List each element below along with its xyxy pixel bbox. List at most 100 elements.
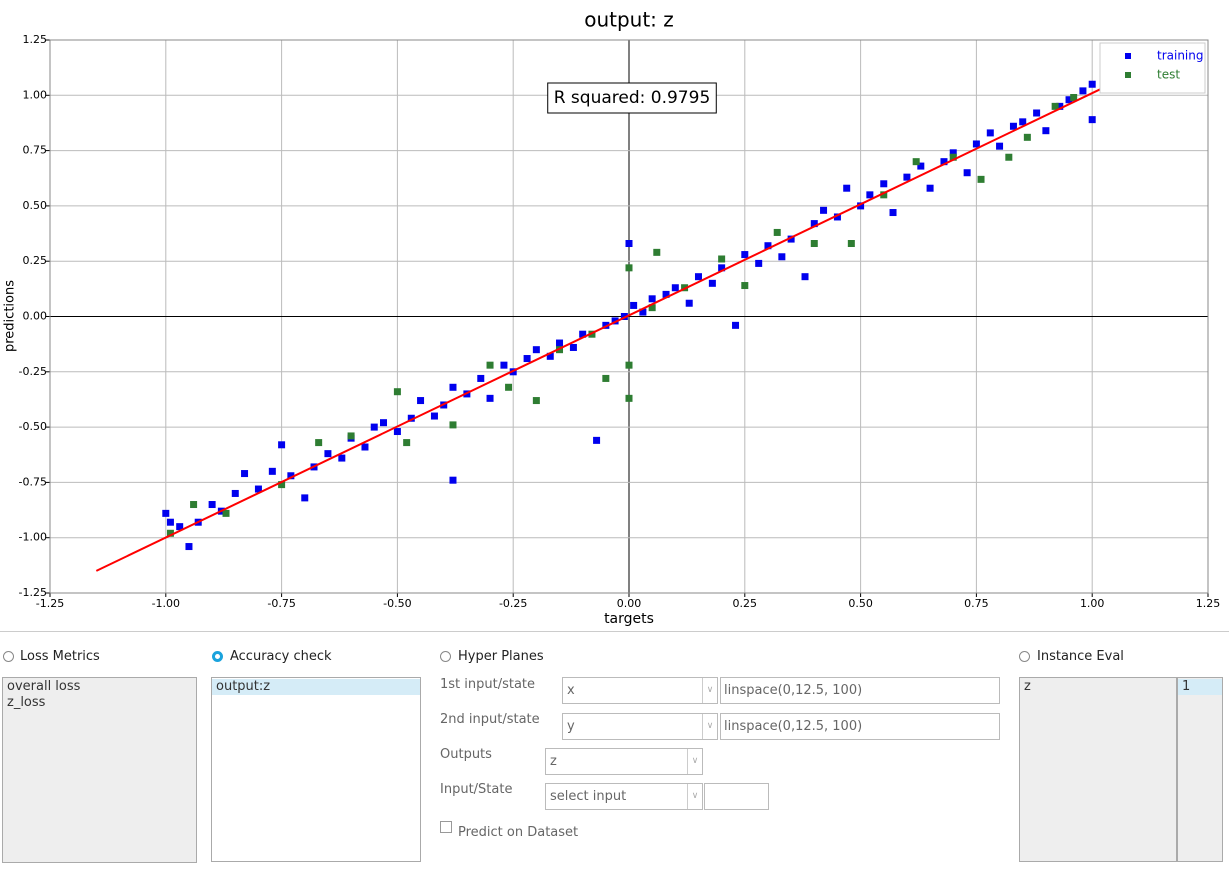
dropdown-arrow: ∨ — [702, 714, 717, 739]
point — [972, 140, 980, 148]
checkbox-label[interactable]: Predict on Dataset — [458, 825, 579, 840]
point — [241, 470, 249, 478]
field-label: 2nd input/state — [440, 712, 540, 727]
x-tick-label: 1.25 — [1196, 597, 1221, 610]
y-axis-label: predictions — [3, 280, 18, 352]
point — [1070, 94, 1078, 102]
list-item[interactable]: z — [1024, 679, 1031, 694]
point — [166, 518, 174, 526]
list-item[interactable]: overall loss — [7, 679, 81, 694]
dropdown[interactable]: z ∨ — [545, 748, 703, 775]
point — [222, 509, 230, 517]
y-tick-label: 1.00 — [23, 88, 48, 101]
point — [380, 419, 388, 427]
point — [185, 543, 193, 551]
point — [1019, 118, 1027, 126]
point — [949, 153, 957, 161]
list-item[interactable]: output:z — [212, 679, 420, 695]
text-input[interactable]: linspace(0,12.5, 100) — [720, 713, 1000, 740]
separator — [0, 631, 1229, 632]
point — [579, 330, 587, 338]
text-input[interactable] — [704, 783, 769, 810]
text-input[interactable]: linspace(0,12.5, 100) — [720, 677, 1000, 704]
legend-label: training — [1157, 49, 1204, 63]
point — [648, 295, 656, 303]
list-item[interactable]: 1 — [1178, 679, 1222, 695]
point — [866, 191, 874, 199]
point — [569, 343, 577, 351]
y-tick-label: -0.75 — [19, 475, 47, 488]
point — [810, 240, 818, 248]
dropdown[interactable]: x ∨ — [562, 677, 718, 704]
point — [486, 361, 494, 369]
x-tick-label: 1.00 — [1080, 597, 1105, 610]
x-tick-label: 0.25 — [733, 597, 758, 610]
option-label[interactable]: Instance Eval — [1037, 649, 1124, 664]
point — [278, 441, 286, 449]
point — [1088, 116, 1096, 124]
dropdown[interactable]: select input ∨ — [545, 783, 703, 810]
radio-button[interactable] — [3, 651, 14, 662]
dropdown-value: x — [567, 683, 575, 698]
list-item[interactable]: z_loss — [7, 695, 46, 710]
point — [278, 481, 286, 489]
y-tick-label: -1.25 — [19, 586, 47, 599]
point — [523, 355, 531, 363]
point — [1042, 127, 1050, 135]
point — [820, 206, 828, 214]
annotation-box — [547, 82, 717, 114]
dropdown[interactable]: y ∨ — [562, 713, 718, 740]
legend-label: test — [1157, 68, 1180, 82]
point — [732, 321, 740, 329]
point — [625, 361, 633, 369]
point — [671, 284, 679, 292]
point — [986, 129, 994, 137]
checkbox[interactable] — [440, 821, 452, 833]
x-tick-label: 0.75 — [964, 597, 989, 610]
legend-box — [1099, 42, 1206, 94]
option-label[interactable]: Accuracy check — [230, 649, 332, 664]
x-tick-label: -0.50 — [383, 597, 411, 610]
point — [787, 235, 795, 243]
radio-button[interactable] — [440, 651, 451, 662]
radio-button[interactable] — [212, 651, 223, 662]
point — [393, 428, 401, 436]
option-label[interactable]: Hyper Planes — [458, 649, 544, 664]
y-tick-label: 0.75 — [23, 144, 48, 157]
point — [755, 259, 763, 267]
point — [648, 304, 656, 312]
dropdown-value: y — [567, 719, 575, 734]
field-label: 1st input/state — [440, 677, 536, 692]
point — [940, 158, 948, 166]
point — [801, 273, 809, 281]
plot-frame — [49, 39, 1209, 594]
point — [338, 454, 346, 462]
point — [625, 264, 633, 272]
radio-button[interactable] — [1019, 651, 1030, 662]
point — [1051, 102, 1059, 110]
point — [287, 472, 295, 480]
y-tick-label: 0.00 — [23, 310, 48, 323]
y-tick-label: 0.50 — [23, 199, 48, 212]
point — [764, 242, 772, 250]
point — [963, 169, 971, 177]
point — [166, 529, 174, 537]
legend-marker — [1125, 72, 1131, 78]
point — [532, 397, 540, 405]
option-label[interactable]: Loss Metrics — [20, 649, 100, 664]
chart: output: z targets predictions -1.25 -1.00… — [3, 8, 1221, 628]
point — [208, 501, 216, 509]
point — [556, 339, 564, 347]
point — [843, 184, 851, 192]
point — [500, 361, 508, 369]
x-axis-label: targets — [604, 611, 654, 627]
point — [741, 282, 749, 290]
point — [407, 414, 415, 422]
x-tick-label: -0.75 — [267, 597, 295, 610]
point — [315, 439, 323, 447]
point — [653, 248, 661, 256]
point — [231, 489, 239, 497]
point — [708, 279, 716, 287]
point — [190, 501, 198, 509]
